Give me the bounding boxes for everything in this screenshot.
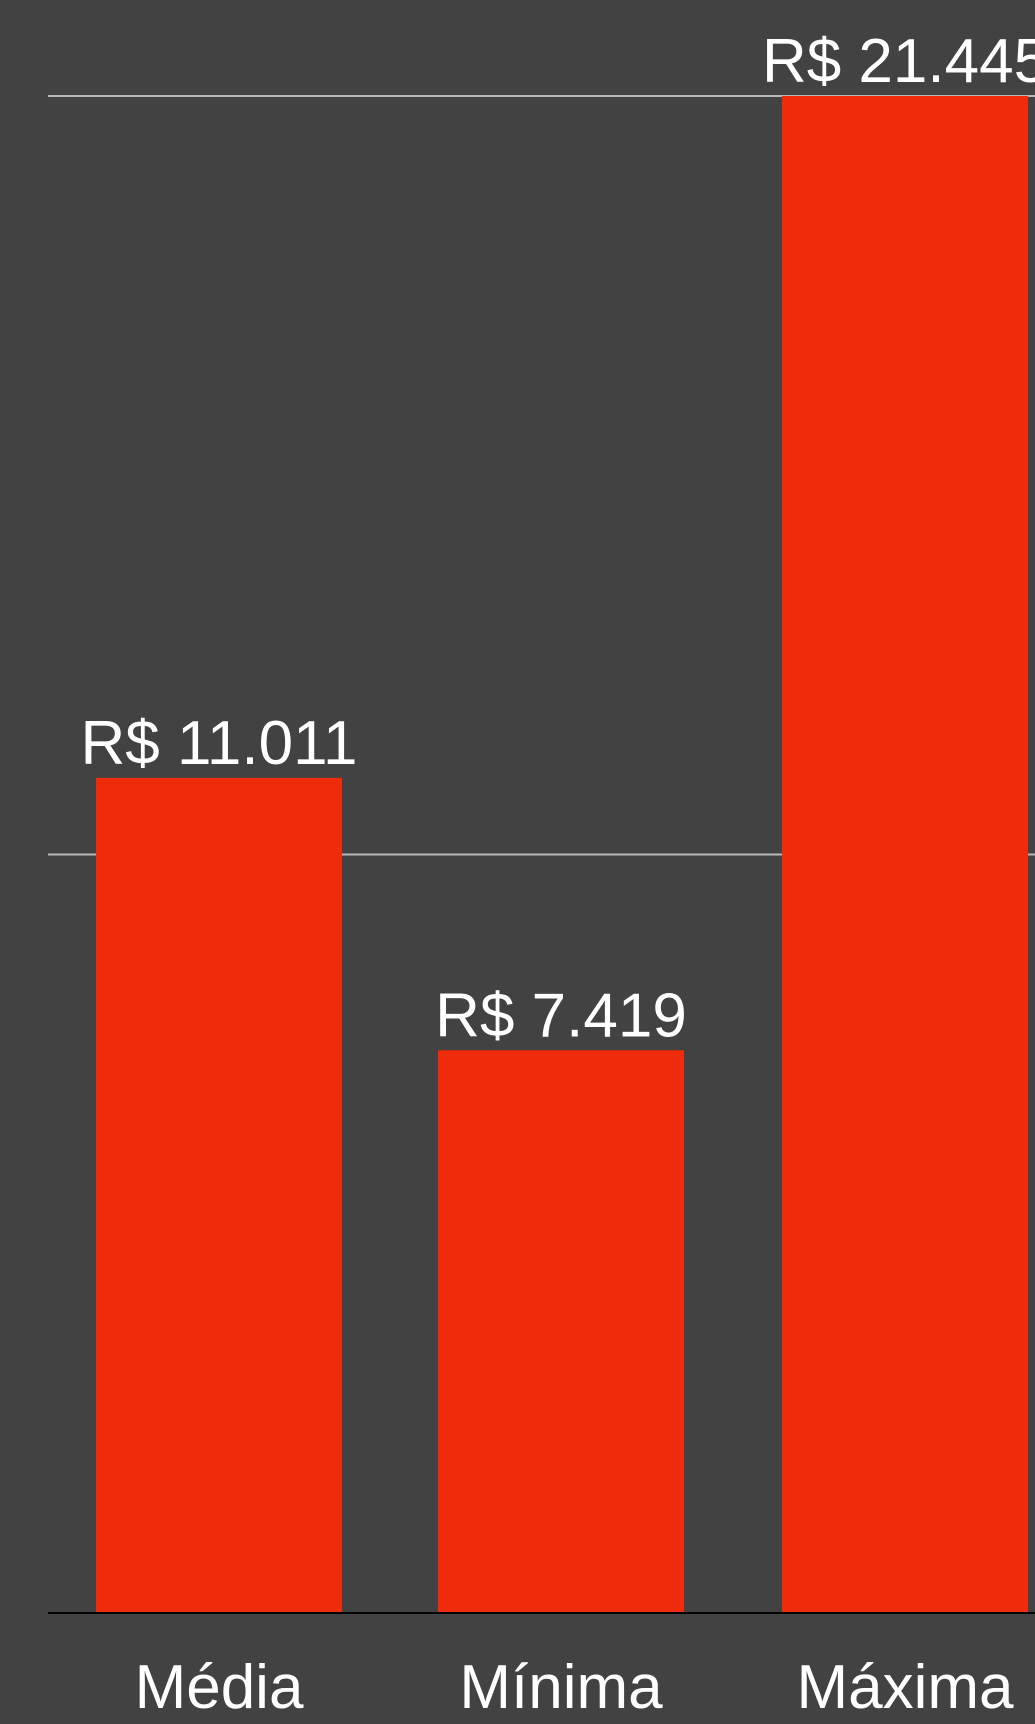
bar: [782, 96, 1028, 1614]
labels: Média R$ 11.011 Mínima R$ 7.419 Máxima R$ 21.…: [81, 27, 1035, 1722]
value-label: R$ 11.011: [81, 709, 358, 778]
value-label: R$ 21.445: [762, 27, 1035, 96]
value-label: R$ 7.419: [435, 981, 687, 1050]
bars: [96, 96, 1028, 1614]
bar: [438, 1050, 684, 1613]
x-tick-label: Média: [135, 1653, 304, 1722]
x-tick-label: Mínima: [459, 1653, 663, 1722]
bar: [96, 777, 342, 1613]
x-tick-label: Máxima: [796, 1653, 1014, 1722]
